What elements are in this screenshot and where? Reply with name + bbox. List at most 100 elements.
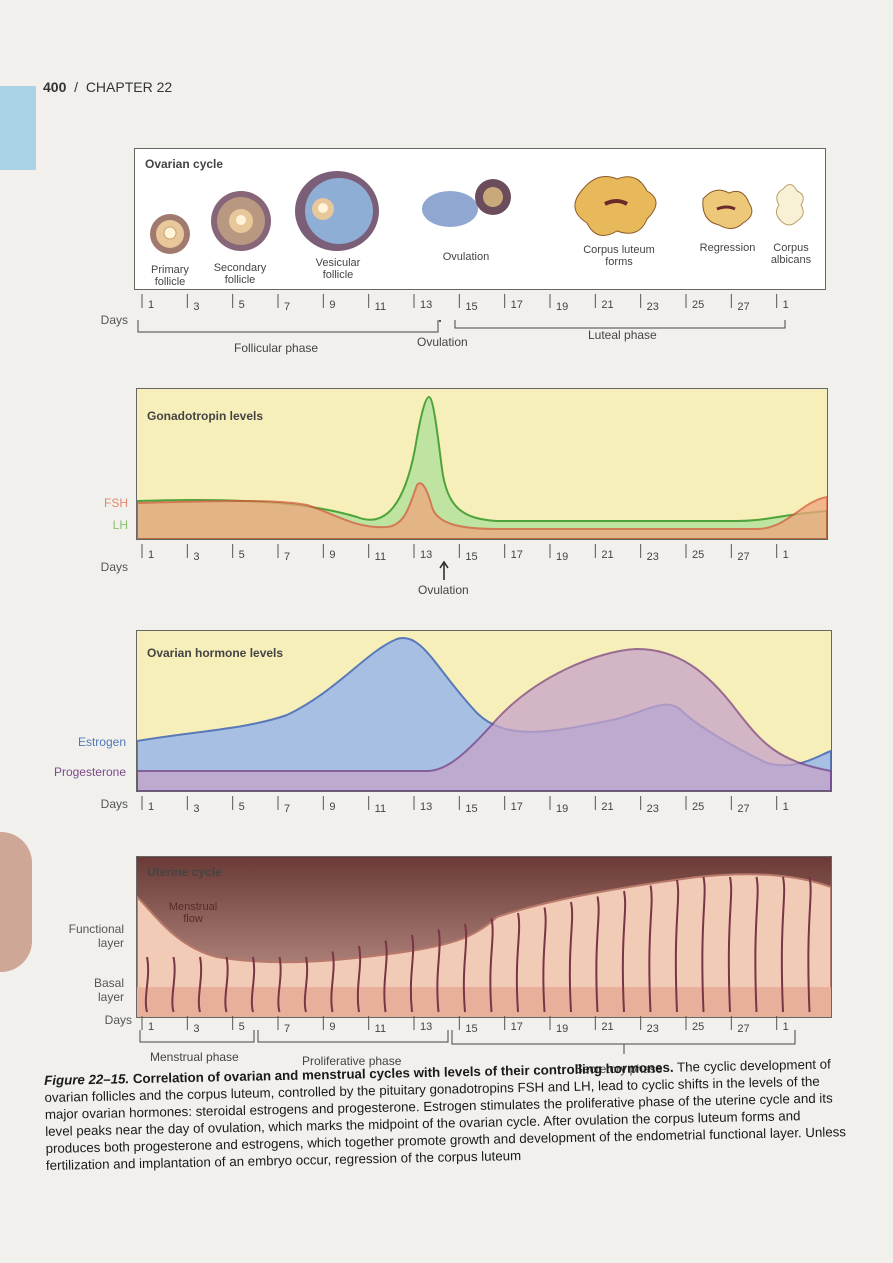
ovarian-illustration xyxy=(150,171,804,254)
day-tick-label: 13 xyxy=(420,299,432,311)
uterine-gland xyxy=(754,876,759,1013)
day-tick-label: 11 xyxy=(375,301,386,313)
fsh-label: FSH xyxy=(104,496,128,510)
day-tick-label: 25 xyxy=(692,299,704,311)
uterine-gland xyxy=(701,876,706,1013)
day-tick-label: 21 xyxy=(601,801,613,813)
uterine-gland xyxy=(489,918,494,1013)
day-tick-label: 1 xyxy=(148,549,154,561)
thumb-shadow xyxy=(0,832,32,972)
days-label-3: Days xyxy=(100,797,128,811)
days-row-3: 1 3 5 7 9 11 13 15 17 19 21 23 25 27 1 xyxy=(138,792,828,815)
day-tick-label: 21 xyxy=(601,299,613,311)
day-tick-label: 25 xyxy=(692,1021,704,1033)
day-tick-label: 23 xyxy=(647,803,659,815)
gonadotropin-panel: Gonadotropin levels xyxy=(136,388,828,540)
day-tick-label: 23 xyxy=(647,301,659,313)
uterine-gland xyxy=(224,956,229,1013)
days-row-2: 1 3 5 7 9 11 13 15 17 19 21 23 25 27 1 xyxy=(138,540,828,563)
day-tick-label: 7 xyxy=(284,1023,290,1035)
proliferative-phase-label: Proliferative phase xyxy=(302,1054,402,1068)
day-tick-label: 1 xyxy=(783,549,789,561)
gonadotropin-title: Gonadotropin levels xyxy=(147,409,264,423)
day-tick-label: 25 xyxy=(692,801,704,813)
day-tick-label: 23 xyxy=(647,551,659,563)
uterine-gland xyxy=(807,876,812,1013)
secretory-phase-label: Secretory phase xyxy=(575,1062,663,1076)
stage-secondary: Secondary follicle xyxy=(213,262,267,286)
uterine-gland xyxy=(621,890,627,1013)
ovulation-label-1: Ovulation xyxy=(417,335,468,349)
menstrual-flow-label: Menstrual flow xyxy=(168,901,218,925)
day-tick-label: 1 xyxy=(783,801,789,813)
ovarian-cycle-title: Ovarian cycle xyxy=(145,157,224,171)
lh-label: LH xyxy=(112,518,128,532)
day-tick-label: 1 xyxy=(783,299,789,311)
uterine-gland xyxy=(171,956,176,1013)
progesterone-curve xyxy=(137,647,831,791)
ovulation-label-2: Ovulation xyxy=(418,583,469,597)
stage-ovulation: Ovulation xyxy=(442,251,490,263)
day-tick-label: 7 xyxy=(284,301,290,313)
hormone-graph xyxy=(137,636,831,791)
day-tick-label: 9 xyxy=(329,299,335,311)
day-tick-label: 19 xyxy=(556,301,568,313)
day-tick-label: 25 xyxy=(692,549,704,561)
day-tick-label: 11 xyxy=(375,1023,386,1035)
day-tick-label: 11 xyxy=(375,803,386,815)
day-tick-label: 15 xyxy=(465,803,477,815)
day-tick-label: 1 xyxy=(783,1021,789,1033)
uterine-gland xyxy=(383,940,388,1013)
day-tick-label: 11 xyxy=(375,551,386,563)
day-ticks-4: 1 3 5 7 9 11 13 15 17 19 21 23 25 27 1 xyxy=(141,1016,789,1035)
day-tick-label: 5 xyxy=(239,299,245,311)
uterine-gland xyxy=(648,885,653,1013)
days-row-4: 1 3 5 7 9 11 13 15 17 19 21 23 25 27 1 xyxy=(138,1012,828,1035)
day-tick-label: 13 xyxy=(420,801,432,813)
uterine-gland xyxy=(780,876,786,1013)
figure-caption: Figure 22–15. Correlation of ovarian and… xyxy=(44,1055,852,1174)
day-tick-label: 5 xyxy=(239,801,245,813)
day-tick-label: 19 xyxy=(556,803,568,815)
day-tick-label: 3 xyxy=(193,301,199,313)
day-tick-label: 1 xyxy=(148,1021,154,1033)
uterine-gland xyxy=(356,945,362,1013)
day-tick-label: 23 xyxy=(647,1023,659,1035)
uterine-gland xyxy=(595,896,600,1013)
uterine-cycle-title: Uterine cycle xyxy=(147,865,222,879)
day-tick-label: 9 xyxy=(329,801,335,813)
basal-layer-label: Basal layer xyxy=(93,976,124,1004)
day-tick-label: 19 xyxy=(556,551,568,563)
day-tick-label: 21 xyxy=(601,1021,613,1033)
days-label-1: Days xyxy=(100,313,128,327)
uterine-gland xyxy=(462,923,468,1013)
uterine-gland xyxy=(303,956,309,1013)
ovarian-hormone-title: Ovarian hormone levels xyxy=(147,646,284,660)
day-tick-label: 1 xyxy=(148,801,154,813)
figure-number: Figure 22–15. xyxy=(44,1071,130,1088)
header-separator: / xyxy=(74,79,79,95)
luteal-phase-label: Luteal phase xyxy=(588,328,657,342)
ovarian-cycle-panel: Ovarian cycle Primary follicle Secondary… xyxy=(134,148,826,290)
day-tick-label: 15 xyxy=(465,1023,477,1035)
day-tick-label: 15 xyxy=(465,551,477,563)
day-tick-label: 1 xyxy=(148,299,154,311)
progesterone-label: Progesterone xyxy=(53,765,126,779)
uterine-gland xyxy=(409,934,415,1013)
ovulation-arrow-2 xyxy=(439,560,449,580)
day-tick-label: 27 xyxy=(737,301,749,313)
uterine-gland xyxy=(515,912,521,1013)
day-tick-label: 3 xyxy=(193,551,199,563)
stage-corpus-luteum: Corpus luteum forms xyxy=(583,244,655,268)
estrogen-label: Estrogen xyxy=(77,735,126,749)
day-tick-label: 27 xyxy=(737,803,749,815)
uterine-cycle-panel: Uterine cycle Menstrual flow xyxy=(136,856,832,1018)
page-number: 400 xyxy=(43,79,67,95)
day-tick-label: 27 xyxy=(737,551,749,563)
days-label-4: Days xyxy=(104,1013,132,1027)
day-tick-label: 9 xyxy=(329,1021,335,1033)
days-row-1: 1 3 5 7 9 11 13 15 17 19 21 23 25 27 1 xyxy=(138,290,828,313)
uterine-gland xyxy=(330,951,335,1013)
phase-brackets-4 xyxy=(139,1030,796,1054)
